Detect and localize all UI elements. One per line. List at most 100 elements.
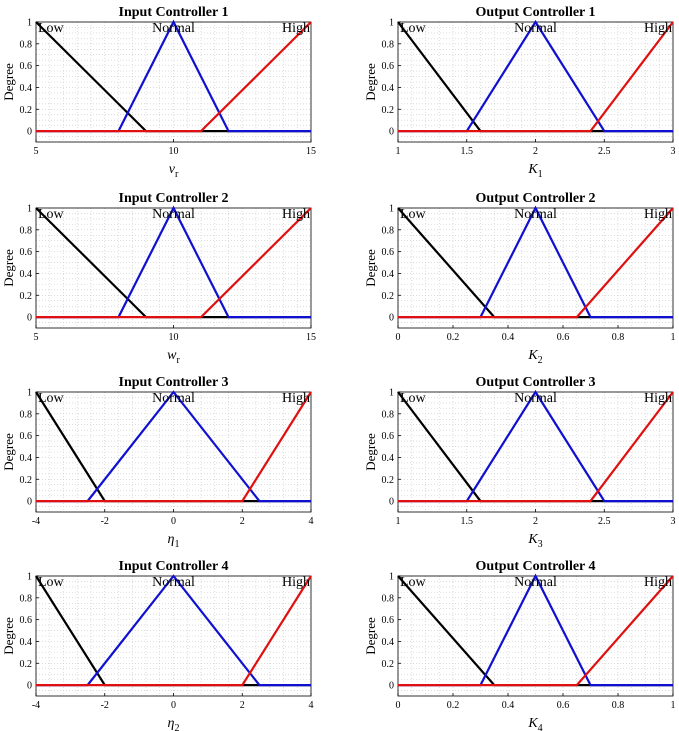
x-tick-label: 1.5	[461, 516, 474, 527]
x-tick-label: 0.2	[447, 700, 460, 711]
x-tick-label: -2	[101, 700, 109, 711]
series-label-low: Low	[38, 391, 65, 406]
x-axis-label: K3	[527, 532, 542, 550]
y-tick-label: 0.8	[20, 593, 33, 604]
y-axis-label: Degree	[1, 63, 16, 101]
x-tick-label: 0.4	[502, 332, 515, 343]
x-tick-label: 0.8	[612, 700, 625, 711]
series-label-normal: Normal	[152, 21, 195, 36]
y-tick-label: 0.2	[20, 105, 33, 116]
grid-lines	[36, 22, 311, 142]
chart-title: Output Controller 2	[475, 191, 595, 206]
y-tick-label: 0.8	[20, 409, 33, 420]
y-tick-label: 0.8	[20, 39, 33, 50]
y-tick-label: 0.8	[382, 593, 395, 604]
y-tick-label: 0.2	[20, 291, 33, 302]
x-tick-label: 2	[533, 146, 538, 157]
x-tick-label: 2	[240, 700, 245, 711]
y-tick-label: 0.8	[382, 225, 395, 236]
x-tick-label: 15	[306, 146, 316, 157]
y-tick-label: 1	[27, 572, 32, 583]
x-tick-label: 1	[671, 332, 676, 343]
y-tick-label: 1	[27, 204, 32, 215]
chart-title: Input Controller 4	[119, 559, 229, 574]
x-tick-label: -4	[32, 516, 40, 527]
series-label-low: Low	[400, 575, 427, 590]
x-tick-label: 0	[171, 700, 176, 711]
x-tick-label: -2	[101, 516, 109, 527]
chart-panel-7: -4 -2 0 2 4 0 0.2 0.4 0.6 0.8 1 Low Normal High Input …	[1, 559, 314, 731]
series-label-high: High	[282, 21, 310, 36]
series-label-normal: Normal	[514, 575, 557, 590]
x-axis-label: wr	[167, 348, 180, 366]
x-tick-label: 1	[396, 146, 401, 157]
y-tick-label: 0.8	[382, 39, 395, 50]
x-tick-label: 4	[309, 700, 314, 711]
y-tick-label: 0.8	[382, 409, 395, 420]
y-tick-label: 0.6	[20, 615, 33, 626]
y-tick-label: 0.4	[20, 453, 33, 464]
x-tick-label: 0.6	[557, 332, 570, 343]
x-axis-label: η1	[168, 532, 180, 550]
x-tick-label: 5	[34, 332, 39, 343]
y-tick-label: 0.4	[382, 83, 395, 94]
y-axis-label: Degree	[363, 617, 378, 655]
y-axis-label: Degree	[1, 617, 16, 655]
x-axis-label: K2	[527, 348, 542, 366]
y-tick-label: 1	[27, 18, 32, 29]
y-tick-label: 0.6	[382, 615, 395, 626]
chart-panel-3: 5 10 15 0 0.2 0.4 0.6 0.8 1 Low Normal High Input Co…	[1, 191, 316, 366]
series-label-low: Low	[400, 391, 427, 406]
y-tick-label: 0	[27, 497, 32, 508]
x-tick-label: 10	[169, 332, 179, 343]
x-tick-label: 1	[671, 700, 676, 711]
y-tick-label: 0	[389, 313, 394, 324]
y-axis-label: Degree	[363, 63, 378, 101]
x-tick-label: 4	[309, 516, 314, 527]
y-tick-label: 0.6	[20, 61, 33, 72]
series-line-high	[398, 21, 674, 133]
x-tick-label: 5	[34, 146, 39, 157]
y-tick-label: 0	[27, 681, 32, 692]
grid-lines	[36, 392, 311, 512]
x-tick-label: 15	[306, 332, 316, 343]
y-tick-label: 0.4	[20, 269, 33, 280]
series-label-low: Low	[38, 575, 65, 590]
series-label-high: High	[644, 207, 672, 222]
y-tick-label: 0	[389, 497, 394, 508]
x-axis-label: vr	[169, 162, 179, 180]
series-label-normal: Normal	[514, 207, 557, 222]
y-tick-label: 0.2	[20, 475, 33, 486]
x-tick-label: 0	[171, 516, 176, 527]
y-tick-label: 0	[389, 127, 394, 138]
y-tick-label: 0	[27, 313, 32, 324]
chart-title: Output Controller 4	[475, 559, 595, 574]
chart-panel-8: 0 0.2 0.4 0.6 0.8 1 0 0.2 0.4 0.6 0.8 1 Low Normal Hig…	[363, 559, 676, 731]
series-label-high: High	[644, 391, 672, 406]
series-label-normal: Normal	[152, 575, 195, 590]
x-tick-label: 0	[396, 332, 401, 343]
y-tick-label: 1	[389, 388, 394, 399]
series-label-low: Low	[38, 207, 65, 222]
series-label-high: High	[282, 575, 310, 590]
series-line-high	[36, 391, 312, 503]
y-tick-label: 0	[389, 681, 394, 692]
series-label-high: High	[282, 207, 310, 222]
y-tick-label: 1	[389, 204, 394, 215]
x-tick-label: 3	[671, 516, 676, 527]
x-axis-label: K1	[527, 162, 542, 180]
y-axis-label: Degree	[363, 249, 378, 287]
series-label-high: High	[282, 391, 310, 406]
grid-lines	[36, 208, 311, 328]
grid-lines	[398, 22, 673, 142]
y-tick-label: 0.4	[20, 637, 33, 648]
x-tick-label: 3	[671, 146, 676, 157]
x-axis-label: η2	[168, 716, 180, 731]
y-tick-label: 0	[27, 127, 32, 138]
series-label-normal: Normal	[514, 21, 557, 36]
y-tick-label: 0.4	[382, 637, 395, 648]
x-axis-label: K4	[527, 716, 542, 731]
y-axis-label: Degree	[1, 433, 16, 471]
y-tick-label: 0.4	[382, 269, 395, 280]
